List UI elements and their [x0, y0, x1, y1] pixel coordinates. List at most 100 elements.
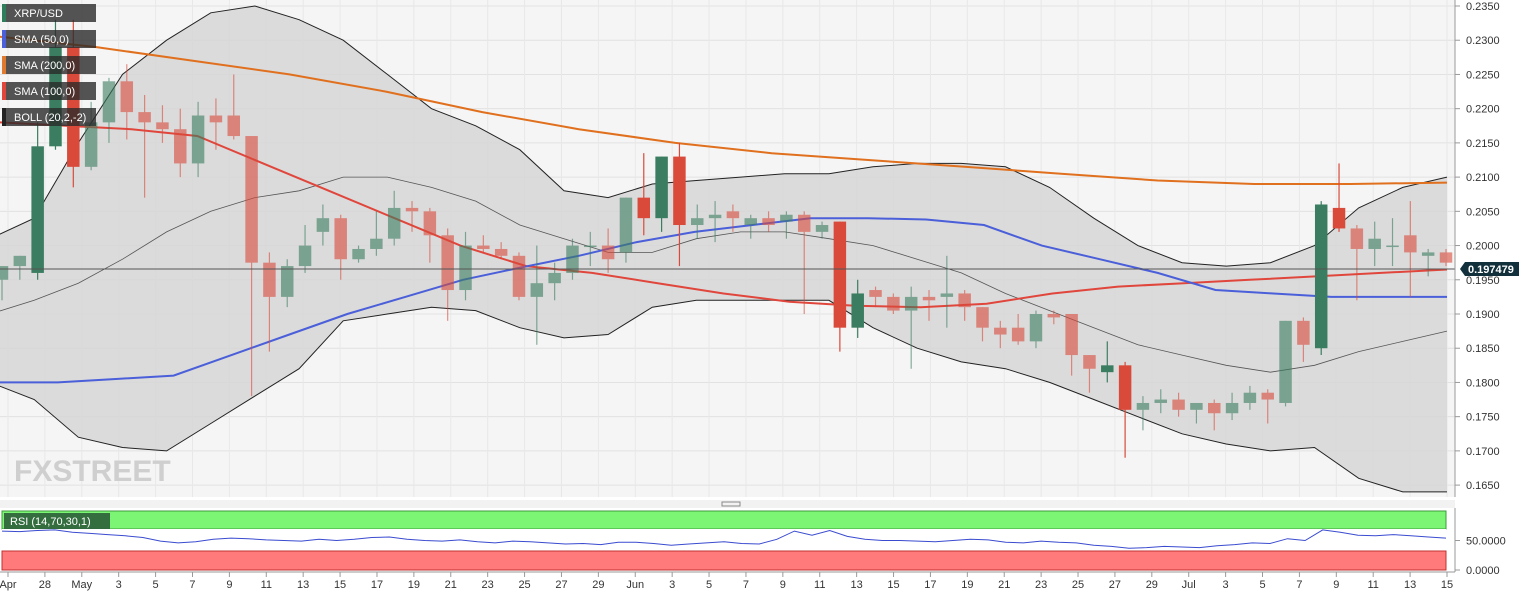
date-tick-label: Jul	[1182, 579, 1196, 591]
candle	[869, 286, 882, 308]
date-tick-label: 15	[334, 579, 346, 591]
candle	[780, 211, 793, 239]
price-tick-label: 0.1700	[1466, 446, 1500, 458]
sma-200-line	[0, 35, 1448, 185]
candle	[601, 228, 615, 273]
candle	[1225, 392, 1239, 421]
candle	[815, 221, 829, 239]
candle	[887, 293, 900, 314]
date-tick-label: 28	[39, 579, 51, 591]
price-tick-label: 0.2200	[1466, 104, 1500, 116]
candle	[655, 156, 668, 232]
candle	[405, 201, 419, 232]
candle	[1047, 310, 1061, 325]
candle	[744, 214, 757, 239]
panel-resize-handle[interactable]	[0, 500, 1455, 508]
candle	[13, 255, 27, 280]
date-tick-label: 25	[1072, 579, 1084, 591]
price-tick-label: 0.1650	[1466, 480, 1500, 492]
bollinger-fill	[0, 6, 1447, 492]
price-tick-label: 0.1750	[1466, 412, 1500, 424]
rsi-oversold-zone	[1, 550, 1447, 571]
rsi-axis: 50.0000 0.0000	[1454, 508, 1506, 577]
price-tick-label: 0.2150	[1466, 138, 1500, 150]
candle	[494, 242, 508, 260]
candle	[1083, 355, 1096, 393]
date-tick-label: Jun	[626, 579, 644, 591]
date-tick-label: 19	[408, 579, 420, 591]
candle	[762, 211, 775, 232]
candle	[1172, 392, 1185, 417]
candle	[245, 136, 258, 397]
candle	[904, 286, 918, 369]
date-tick-label: 11	[261, 579, 272, 591]
candle	[708, 201, 722, 243]
bollinger-lower	[0, 299, 1447, 493]
price-tick-label: 0.2000	[1466, 241, 1500, 253]
bollinger-middle	[0, 176, 1448, 373]
candle	[797, 211, 811, 314]
candle	[637, 153, 651, 236]
legend-label: SMA (100,0)	[14, 86, 75, 98]
rsi-mid-zone	[2, 529, 1446, 551]
candle	[1065, 313, 1078, 376]
date-tick-label: 27	[1109, 579, 1121, 591]
legend-label: SMA (200,0)	[14, 60, 75, 72]
price-tick-label: 0.2100	[1466, 172, 1500, 184]
candle	[691, 204, 704, 239]
rsi-line	[1, 529, 1447, 549]
candle	[477, 235, 490, 253]
rsi-tick-label: 50.0000	[1466, 536, 1506, 548]
candle	[994, 320, 1007, 349]
date-tick-label: 5	[706, 579, 712, 591]
date-tick-label: 3	[1223, 579, 1229, 591]
candle	[352, 245, 365, 263]
price-tick-label: 0.1900	[1466, 309, 1500, 321]
candle	[1154, 389, 1168, 414]
candle	[1243, 385, 1257, 410]
date-tick-label: May	[71, 579, 92, 591]
price-tick-label: 0.2300	[1466, 35, 1500, 47]
date-tick-label: 15	[1441, 579, 1453, 591]
candle	[1368, 221, 1381, 267]
date-tick-label: 7	[189, 579, 195, 591]
legend-item[interactable]: SMA (50,0)	[2, 30, 96, 48]
rsi-overbought-zone	[1, 510, 1447, 530]
date-tick-label: 27	[555, 579, 567, 591]
candle	[280, 259, 294, 308]
legend-item[interactable]: SMA (100,0)	[2, 82, 96, 100]
date-tick-label: 9	[780, 579, 786, 591]
price-tick-label: 0.2050	[1466, 206, 1500, 218]
date-tick-label: 7	[1296, 579, 1302, 591]
candle	[1261, 389, 1274, 424]
price-tick-label: 0.1850	[1466, 343, 1500, 355]
candle	[1350, 225, 1364, 301]
candle	[298, 225, 312, 273]
indicator-legend[interactable]: XRP/USD SMA (50,0) SMA (200,0) SMA (100,0) B…	[2, 4, 96, 126]
date-tick-label: 19	[961, 579, 973, 591]
legend-item[interactable]: SMA (200,0)	[2, 56, 96, 74]
date-tick-label: 5	[153, 579, 159, 591]
legend-item[interactable]: XRP/USD	[2, 4, 96, 22]
date-tick-label: 9	[1333, 579, 1339, 591]
date-tick-label: 13	[1404, 579, 1416, 591]
candle	[940, 255, 954, 328]
date-tick-label: 3	[116, 579, 122, 591]
legend-item[interactable]: BOLL (20,2,-2)	[2, 108, 96, 126]
candle	[387, 190, 401, 246]
legend-label: BOLL (20,2,-2)	[14, 112, 86, 124]
candle	[566, 238, 579, 280]
date-axis: Apr 28 May 3 5 7 9 11 13 15 17 19 21 23 25 27 29 Jun 3 5 7 9 1…	[0, 571, 1455, 591]
candle	[922, 290, 936, 321]
date-tick-label: 25	[518, 579, 530, 591]
candles	[0, 19, 1453, 458]
candle	[1439, 248, 1453, 267]
candle	[227, 74, 240, 140]
date-tick-label: 17	[371, 579, 383, 591]
date-tick-label: Apr	[0, 579, 17, 591]
candle	[1421, 248, 1435, 277]
moving-averages	[0, 35, 1448, 384]
candle	[102, 77, 116, 143]
date-tick-label: 3	[669, 579, 675, 591]
